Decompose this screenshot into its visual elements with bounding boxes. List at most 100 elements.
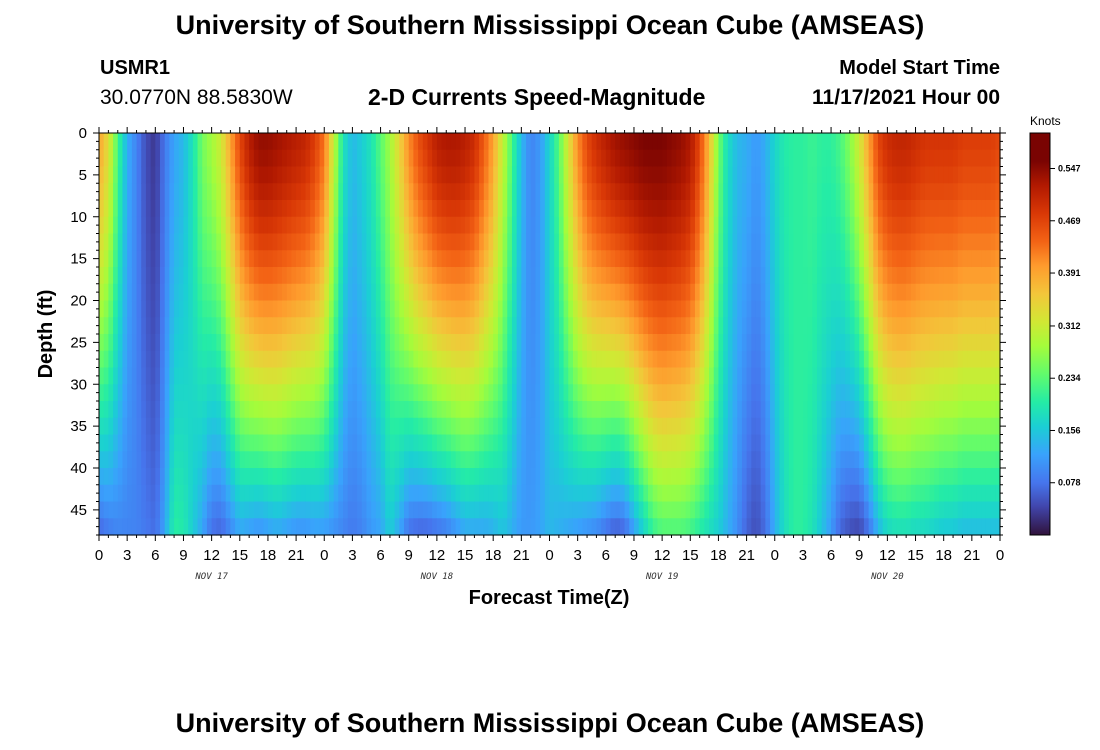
heatmap-cell xyxy=(638,283,644,302)
heatmap-cell xyxy=(404,133,410,151)
heatmap-cell xyxy=(122,216,128,235)
heatmap-cell xyxy=(920,216,926,235)
heatmap-cell xyxy=(469,300,476,318)
heatmap-cell xyxy=(150,350,156,369)
heatmap-cell xyxy=(572,334,579,352)
heatmap-cell xyxy=(408,384,415,402)
heatmap-cell xyxy=(906,401,912,419)
heatmap-cell xyxy=(990,518,996,536)
heatmap-cell xyxy=(441,484,447,503)
heatmap-cell xyxy=(488,283,494,302)
heatmap-cell xyxy=(554,149,560,168)
heatmap-cell xyxy=(385,468,391,486)
heatmap-cell xyxy=(779,183,785,201)
heatmap-cell xyxy=(873,149,879,168)
heatmap-cell xyxy=(610,334,616,352)
heatmap-cell xyxy=(282,384,288,402)
heatmap-cell xyxy=(615,250,621,268)
heatmap-cell xyxy=(718,434,724,452)
heatmap-cell xyxy=(981,267,987,285)
heatmap-cell xyxy=(967,501,973,519)
heatmap-cell xyxy=(807,317,813,335)
heatmap-cell xyxy=(934,317,940,335)
heatmap-cell xyxy=(282,267,288,285)
heatmap-cell xyxy=(436,216,443,235)
heatmap-cell xyxy=(821,518,827,536)
heatmap-cell xyxy=(938,250,945,268)
heatmap-cell xyxy=(371,417,377,436)
x-tick-label: 15 xyxy=(231,547,248,564)
heatmap-cell xyxy=(328,334,335,352)
heatmap-cell xyxy=(352,451,358,469)
heatmap-cell xyxy=(924,350,931,369)
heatmap-cell xyxy=(357,133,363,151)
heatmap-cell xyxy=(352,283,358,302)
heatmap-cell xyxy=(300,149,307,168)
heatmap-cell xyxy=(127,267,133,285)
heatmap-cell xyxy=(882,300,888,318)
heatmap-cell xyxy=(835,518,842,536)
heatmap-cell xyxy=(868,401,874,419)
heatmap-cell xyxy=(535,484,541,503)
heatmap-cell xyxy=(155,350,161,369)
heatmap-cell xyxy=(521,484,527,503)
heatmap-cell xyxy=(272,300,278,318)
heatmap-cell xyxy=(502,501,508,519)
heatmap-cell xyxy=(178,468,185,486)
heatmap-cell xyxy=(737,300,743,318)
heatmap-cell xyxy=(394,401,400,419)
heatmap-cell xyxy=(882,384,888,402)
model-start-label: Model Start Time xyxy=(839,57,1000,79)
heatmap-cell xyxy=(155,367,161,385)
heatmap-cell xyxy=(582,367,588,385)
heatmap-cell xyxy=(145,518,152,536)
heatmap-cell xyxy=(877,334,884,352)
heatmap-cell xyxy=(357,501,363,519)
heatmap-cell xyxy=(357,283,363,302)
heatmap-cell xyxy=(136,434,142,452)
heatmap-cell xyxy=(352,384,358,402)
heatmap-cell xyxy=(188,283,194,302)
heatmap-cell xyxy=(723,250,729,268)
heatmap-cell xyxy=(849,484,856,503)
heatmap-cell xyxy=(113,334,119,352)
heatmap-cell xyxy=(920,468,926,486)
heatmap-cell xyxy=(572,267,579,285)
heatmap-cell xyxy=(957,300,964,318)
heatmap-cell xyxy=(643,300,649,318)
heatmap-cell xyxy=(877,501,884,519)
heatmap-cell xyxy=(221,233,227,251)
heatmap-cell xyxy=(432,501,438,519)
heatmap-cell xyxy=(709,484,715,503)
heatmap-cell xyxy=(502,200,508,218)
heatmap-cell xyxy=(225,133,231,151)
heatmap-cell xyxy=(479,367,485,385)
heatmap-cell xyxy=(892,334,898,352)
heatmap-cell xyxy=(967,300,973,318)
heatmap-cell xyxy=(953,149,959,168)
heatmap-cell xyxy=(389,367,396,385)
heatmap-cell xyxy=(779,434,785,452)
heatmap-cell xyxy=(502,133,508,151)
heatmap-cell xyxy=(690,166,696,184)
heatmap-cell xyxy=(164,434,170,452)
heatmap-cell xyxy=(389,283,396,302)
heatmap-cell xyxy=(995,233,1001,251)
heatmap-cell xyxy=(816,384,823,402)
heatmap-cell xyxy=(877,468,884,486)
heatmap-cell xyxy=(526,317,532,335)
heatmap-cell xyxy=(267,451,274,469)
heatmap-cell xyxy=(845,518,851,536)
heatmap-cell xyxy=(751,200,757,218)
heatmap-cell xyxy=(802,434,809,452)
heatmap-cell xyxy=(774,300,781,318)
heatmap-cell xyxy=(169,484,175,503)
heatmap-cell xyxy=(648,300,654,318)
heatmap-cell xyxy=(155,267,161,285)
heatmap-cell xyxy=(755,300,762,318)
heatmap-cell xyxy=(816,417,823,436)
heatmap-cell xyxy=(230,401,236,419)
heatmap-cell xyxy=(826,317,832,335)
heatmap-cell xyxy=(544,133,551,151)
